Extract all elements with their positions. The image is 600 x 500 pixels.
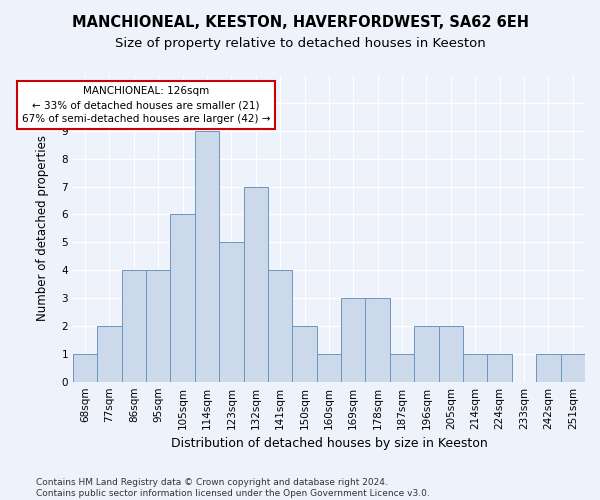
- Bar: [268, 270, 292, 382]
- Bar: [536, 354, 560, 382]
- Text: MANCHIONEAL: 126sqm
← 33% of detached houses are smaller (21)
67% of semi-detach: MANCHIONEAL: 126sqm ← 33% of detached ho…: [22, 86, 270, 124]
- Bar: [341, 298, 365, 382]
- Bar: [146, 270, 170, 382]
- Bar: [414, 326, 439, 382]
- Bar: [195, 131, 219, 382]
- Text: Contains HM Land Registry data © Crown copyright and database right 2024.
Contai: Contains HM Land Registry data © Crown c…: [36, 478, 430, 498]
- X-axis label: Distribution of detached houses by size in Keeston: Distribution of detached houses by size …: [170, 437, 487, 450]
- Bar: [439, 326, 463, 382]
- Bar: [170, 214, 195, 382]
- Bar: [292, 326, 317, 382]
- Bar: [390, 354, 414, 382]
- Text: MANCHIONEAL, KEESTON, HAVERFORDWEST, SA62 6EH: MANCHIONEAL, KEESTON, HAVERFORDWEST, SA6…: [71, 15, 529, 30]
- Bar: [317, 354, 341, 382]
- Text: Size of property relative to detached houses in Keeston: Size of property relative to detached ho…: [115, 38, 485, 51]
- Bar: [365, 298, 390, 382]
- Bar: [560, 354, 585, 382]
- Bar: [219, 242, 244, 382]
- Bar: [463, 354, 487, 382]
- Bar: [487, 354, 512, 382]
- Bar: [97, 326, 122, 382]
- Bar: [244, 186, 268, 382]
- Y-axis label: Number of detached properties: Number of detached properties: [36, 136, 49, 322]
- Bar: [122, 270, 146, 382]
- Bar: [73, 354, 97, 382]
